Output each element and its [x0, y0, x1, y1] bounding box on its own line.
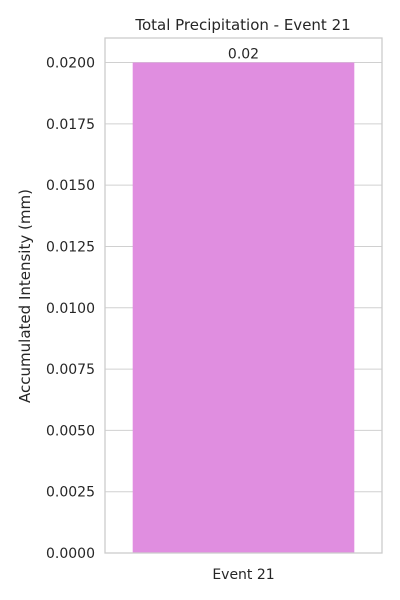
y-axis-ticks: 0.0000 0.0025 0.0050 0.0075 0.0100 0.0125 0.01… — [46, 56, 95, 562]
x-tick-label: Event 21 — [212, 567, 274, 583]
y-tick-label: 0.0125 — [46, 239, 95, 255]
y-tick-label: 0.0175 — [46, 117, 95, 133]
y-tick-label: 0.0150 — [46, 178, 95, 194]
y-tick-label: 0.0100 — [46, 301, 95, 317]
chart-title: Total Precipitation - Event 21 — [134, 16, 350, 34]
y-tick-label: 0.0075 — [46, 362, 95, 378]
bars — [132, 62, 355, 554]
y-tick-label: 0.0050 — [46, 423, 95, 439]
y-axis-label: Accumulated Intensity (mm) — [16, 189, 34, 403]
y-tick-label: 0.0025 — [46, 485, 95, 501]
plot-frame — [104, 37, 383, 554]
data-labels: 0.02 — [228, 47, 259, 63]
y-tick-label: 0.0200 — [46, 56, 95, 72]
y-tick-label: 0.0000 — [46, 546, 95, 562]
bar-value-label: 0.02 — [228, 47, 259, 63]
bar — [132, 62, 355, 554]
x-axis-ticks: Event 21 — [212, 567, 274, 583]
